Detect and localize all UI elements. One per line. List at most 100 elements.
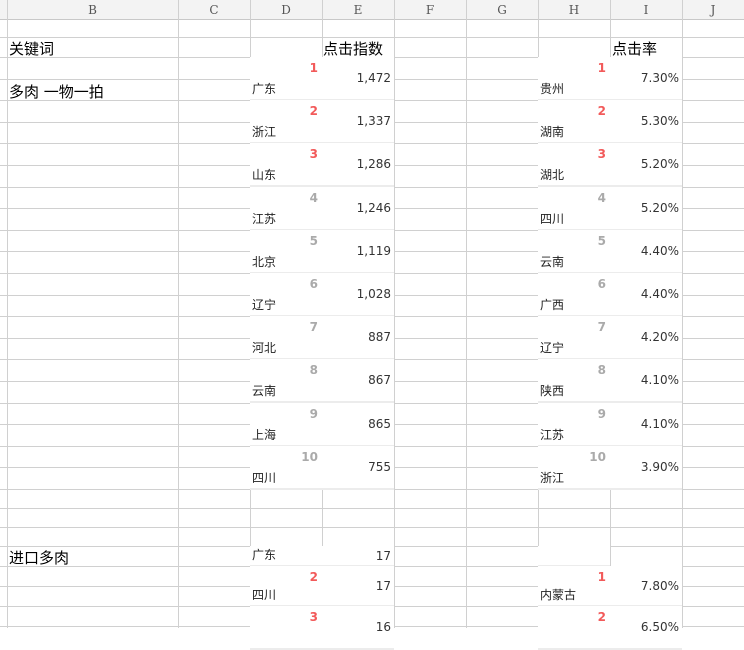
click-index-header[interactable]: 点击指数 — [323, 40, 384, 58]
province-name: 江苏 — [252, 212, 277, 226]
province-name: 江苏 — [540, 428, 565, 442]
rank-number: 9 — [597, 407, 606, 421]
ranking-block[interactable]: 2 湖南 5.30% — [538, 100, 682, 144]
rank-number: 3 — [309, 610, 318, 624]
metric-value: 17 — [375, 548, 391, 563]
ranking-block[interactable]: 9 江苏 4.10% — [538, 403, 682, 447]
province-name: 上海 — [252, 428, 277, 442]
metric-value: 1,472 — [356, 71, 391, 85]
grid-hline — [0, 508, 744, 509]
column-header-D[interactable]: D — [281, 3, 291, 17]
ranking-block[interactable]: 7 辽宁 4.20% — [538, 316, 682, 360]
ranking-block[interactable]: 8 陕西 4.10% — [538, 359, 682, 403]
ranking-block[interactable]: 广东 17 — [250, 546, 394, 567]
rank-number: 6 — [309, 277, 318, 291]
metric-value: 3.90% — [640, 460, 679, 474]
rank-number: 5 — [597, 234, 606, 248]
keyword-cell[interactable]: 多肉 一物一拍 — [9, 83, 104, 101]
grid-vline — [682, 0, 683, 628]
keyword-header[interactable]: 关键词 — [9, 40, 55, 58]
metric-value: 1,337 — [356, 114, 391, 128]
province-name: 广西 — [540, 298, 565, 312]
rank-number: 4 — [597, 191, 606, 205]
ranking-block[interactable]: 2 四川 17 — [250, 566, 394, 607]
metric-value: 4.40% — [640, 244, 679, 258]
metric-value: 4.20% — [640, 330, 679, 344]
rank-number: 1 — [597, 570, 606, 584]
ranking-block[interactable]: 1 贵州 7.30% — [538, 57, 682, 101]
ranking-block-spacer — [538, 546, 610, 567]
metric-value: 5.30% — [640, 114, 679, 128]
ranking-block[interactable]: 10 四川 755 — [250, 446, 394, 490]
metric-value: 1,119 — [356, 244, 391, 258]
rank-number: 7 — [597, 320, 606, 334]
ranking-block[interactable]: 1 广东 1,472 — [250, 57, 394, 101]
province-name: 陕西 — [540, 384, 565, 398]
province-name: 浙江 — [540, 471, 565, 485]
rank-number: 1 — [309, 61, 318, 75]
province-name: 云南 — [252, 384, 277, 398]
metric-value: 867 — [368, 373, 391, 387]
column-header-I[interactable]: I — [643, 3, 649, 17]
ranking-block[interactable]: 3 山东 1,286 — [250, 143, 394, 187]
column-header-H[interactable]: H — [568, 3, 580, 17]
province-name: 广东 — [252, 82, 277, 96]
grid-vline — [466, 0, 467, 628]
metric-value: 16 — [375, 620, 391, 634]
province-name: 湖南 — [540, 125, 565, 139]
ranking-block[interactable]: 10 浙江 3.90% — [538, 446, 682, 490]
ranking-block[interactable]: 3 湖北 5.20% — [538, 143, 682, 187]
column-header-F[interactable]: F — [425, 3, 435, 17]
rank-number: 7 — [309, 320, 318, 334]
ranking-block[interactable]: 9 上海 865 — [250, 403, 394, 447]
rank-number: 3 — [597, 147, 606, 161]
metric-value: 5.20% — [640, 157, 679, 171]
metric-value: 7.80% — [640, 578, 679, 593]
grid-vline — [394, 0, 395, 628]
grid-hline — [0, 37, 744, 38]
province-name: 湖北 — [540, 168, 565, 182]
column-header-B[interactable]: B — [88, 3, 97, 17]
grid-vline — [178, 0, 179, 628]
column-header-E[interactable]: E — [353, 3, 363, 17]
metric-value: 887 — [368, 330, 391, 344]
grid-vline — [7, 0, 8, 628]
province-name: 浙江 — [252, 125, 277, 139]
column-header-C[interactable]: C — [209, 3, 219, 17]
province-name: 辽宁 — [540, 341, 565, 355]
metric-value: 7.30% — [640, 71, 679, 85]
ranking-block[interactable]: 1 内蒙古 7.80% — [538, 566, 682, 607]
province-name: 贵州 — [540, 82, 565, 96]
ranking-block[interactable]: 8 云南 867 — [250, 359, 394, 403]
rank-number: 6 — [597, 277, 606, 291]
province-name: 广东 — [252, 548, 277, 562]
rank-number: 9 — [309, 407, 318, 421]
province-name: 四川 — [252, 471, 277, 485]
rank-number: 2 — [309, 104, 318, 118]
keyword-cell[interactable]: 进口多肉 — [9, 549, 70, 567]
rank-number: 2 — [309, 570, 318, 584]
ranking-block[interactable]: 3 16 — [250, 606, 394, 650]
column-header-row — [0, 0, 744, 20]
rank-number: 8 — [597, 363, 606, 377]
ranking-block[interactable]: 6 广西 4.40% — [538, 273, 682, 317]
rank-number: 1 — [597, 61, 606, 75]
metric-value: 17 — [375, 578, 391, 593]
metric-value: 4.10% — [640, 373, 679, 387]
column-header-G[interactable]: G — [497, 3, 507, 17]
ranking-block[interactable]: 4 江苏 1,246 — [250, 187, 394, 231]
ranking-block[interactable]: 5 云南 4.40% — [538, 230, 682, 274]
ranking-block[interactable]: 4 四川 5.20% — [538, 187, 682, 231]
metric-value: 865 — [368, 417, 391, 431]
province-name: 辽宁 — [252, 298, 277, 312]
ranking-block[interactable]: 5 北京 1,119 — [250, 230, 394, 274]
column-header-J[interactable]: J — [710, 3, 716, 17]
ranking-block[interactable]: 2 浙江 1,337 — [250, 100, 394, 144]
ranking-block[interactable]: 2 6.50% — [538, 606, 682, 650]
rank-number: 8 — [309, 363, 318, 377]
ranking-block[interactable]: 7 河北 887 — [250, 316, 394, 360]
rank-number: 10 — [589, 450, 606, 464]
click-rate-header[interactable]: 点击率 — [612, 40, 658, 58]
metric-value: 4.10% — [640, 417, 679, 431]
ranking-block[interactable]: 6 辽宁 1,028 — [250, 273, 394, 317]
